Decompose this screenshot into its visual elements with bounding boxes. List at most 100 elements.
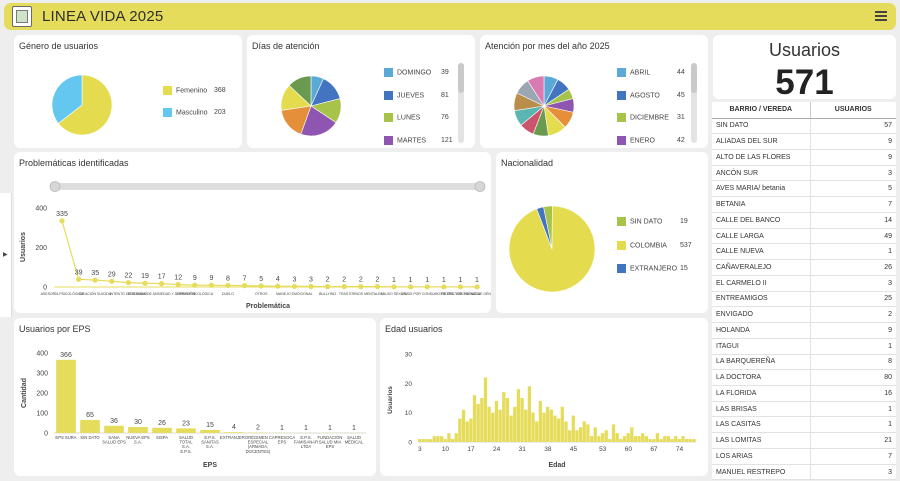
data-label: 2 — [375, 277, 379, 284]
data-label: 335 — [56, 211, 68, 218]
nationality-legend-item[interactable]: SIN DATO — [617, 217, 662, 226]
table-row[interactable]: LA DOCTORA 80 — [712, 369, 896, 386]
cell-usuarios: 14 — [809, 212, 896, 229]
bar — [502, 392, 506, 442]
x-tick-label: SALUD — [179, 435, 193, 440]
bar — [674, 436, 678, 442]
table-row[interactable]: LAS CASITAS 1 — [712, 416, 896, 434]
cell-barrio: CALLE LARGA — [712, 228, 810, 245]
x-tick-label: E.P.S. — [300, 435, 311, 440]
neighborhood-table: BARRIO / VEREDA USUARIOS SIN DATO 57 ALIAD… — [712, 102, 896, 481]
data-label: 4 — [276, 276, 280, 283]
side-panel-handle[interactable]: ▶ — [0, 193, 12, 317]
bar — [633, 436, 638, 442]
data-point — [258, 283, 264, 289]
table-row[interactable]: CALLE LARGA 49 — [712, 228, 896, 245]
problems-title: Problemáticas identificadas — [19, 158, 129, 168]
cell-usuarios: 1 — [809, 416, 896, 434]
bar — [593, 427, 597, 442]
days-legend-item[interactable]: MARTES — [384, 135, 426, 145]
pie-slice — [57, 75, 112, 135]
data-point — [109, 278, 115, 284]
bar — [637, 436, 641, 442]
hamburger-menu-icon[interactable] — [875, 11, 887, 21]
column-header-barrio[interactable]: BARRIO / VEREDA — [712, 102, 811, 119]
table-row[interactable]: CAÑAVERALEJO 26 — [712, 259, 896, 276]
table-row[interactable]: ENTREAMIGOS 25 — [712, 291, 896, 308]
cell-barrio: AVES MARIA/ betania — [712, 180, 810, 198]
y-axis-label: Cantidad — [21, 378, 28, 408]
months-legend-item[interactable]: DICIEMBRE — [617, 113, 669, 122]
table-row[interactable]: ANCÓN SUR 3 — [712, 165, 896, 182]
table-row[interactable]: ITAGUI 1 — [712, 338, 896, 355]
bar — [652, 439, 656, 442]
cell-usuarios: 8 — [809, 354, 896, 371]
months-legend-item[interactable]: AGOSTO — [617, 90, 660, 100]
months-legend-item[interactable]: ENERO — [617, 135, 655, 145]
app-title: LINEA VIDA 2025 — [42, 8, 164, 25]
table-row[interactable]: MANUEL RESTREPO 3 — [712, 464, 896, 481]
y-tick-label: 10 — [405, 410, 413, 417]
range-slider-right-handle — [474, 181, 486, 192]
data-label: 2 — [326, 277, 330, 284]
table-row[interactable]: LAS BRISAS 1 — [712, 401, 896, 418]
x-axis-label: EPS — [203, 462, 217, 469]
data-point — [441, 284, 447, 290]
cell-usuarios: 25 — [809, 291, 896, 308]
cell-barrio: CALLE DEL BANCO — [712, 212, 810, 229]
x-tick-label: ASESORÍA PSICOLÓGICA — [41, 291, 84, 296]
table-row[interactable]: HOLANDA 9 — [712, 322, 896, 339]
cell-usuarios: 26 — [809, 259, 896, 276]
table-row[interactable]: BETANIA 7 — [712, 196, 896, 213]
table-row[interactable]: ALIADAS DEL SUR 9 — [712, 133, 896, 150]
table-row[interactable]: ENVIGADO 2 — [712, 306, 896, 324]
x-tick-label: LTDA — [301, 444, 312, 449]
table-row[interactable]: LA FLORIDA 16 — [712, 385, 896, 402]
legend-swatch — [384, 135, 393, 145]
nationality-legend-item[interactable]: COLOMBIA — [617, 240, 667, 250]
months-legend-item[interactable]: ABRIL — [617, 68, 650, 77]
days-legend-item[interactable]: JUEVES — [384, 90, 424, 100]
table-row[interactable]: CALLE DEL BANCO 14 — [712, 212, 896, 229]
table-row[interactable]: LOS ARIAS 7 — [712, 448, 896, 465]
bar — [560, 406, 564, 442]
x-tick-label: 17 — [467, 446, 475, 453]
days-legend-item[interactable]: DOMINGO — [384, 68, 431, 77]
days-legend-scrollbar[interactable] — [458, 63, 464, 143]
data-label: 22 — [125, 273, 133, 280]
table-row[interactable]: AVES MARIA/ betania 5 — [712, 180, 896, 198]
table-row[interactable]: EL CARMELO II 3 — [712, 275, 896, 292]
y-tick-label: 300 — [36, 371, 48, 378]
table-row[interactable]: ALTO DE LAS FLORES 9 — [712, 149, 896, 166]
bar — [557, 418, 561, 442]
y-tick-label: 20 — [405, 381, 413, 388]
data-label: 3 — [292, 276, 296, 283]
x-tick-label: EPS — [326, 444, 335, 449]
column-header-usuarios[interactable]: USUARIOS — [810, 102, 896, 119]
bar — [546, 406, 550, 442]
cell-barrio: EL CARMELO II — [712, 275, 810, 292]
nationality-legend-item[interactable]: EXTRANJERO — [617, 264, 677, 273]
x-tick-label: SISPA — [156, 435, 168, 440]
bar — [128, 427, 148, 433]
y-axis-label: Usuarios — [20, 232, 27, 262]
legend-label: ENERO — [630, 136, 655, 144]
table-row[interactable]: LAS LOMITAS 21 — [712, 432, 896, 449]
legend-item-masculino[interactable]: Masculino — [163, 108, 208, 117]
x-tick-label: INTENTO DE SUICIDIO — [110, 292, 148, 296]
table-row[interactable]: CALLE NUEVA 1 — [712, 243, 896, 261]
table-row[interactable]: LA BARQUEREÑA 8 — [712, 354, 896, 371]
x-tick-label: 45 — [570, 446, 578, 453]
legend-item-femenino[interactable]: Femenino — [163, 86, 207, 95]
data-point — [175, 282, 181, 288]
data-point — [225, 282, 231, 289]
bar — [465, 421, 469, 442]
days-legend-item[interactable]: LUNES — [384, 113, 420, 122]
legend-label: LUNES — [397, 114, 421, 122]
table-row[interactable]: SIN DATO 57 — [712, 118, 896, 135]
cell-usuarios: 1 — [809, 401, 896, 418]
x-tick-label: 74 — [676, 446, 684, 453]
months-legend-scrollbar[interactable] — [691, 63, 697, 143]
bar — [655, 433, 660, 442]
gender-card: Género de usuarios Femenino 368 Masculin… — [14, 35, 242, 148]
